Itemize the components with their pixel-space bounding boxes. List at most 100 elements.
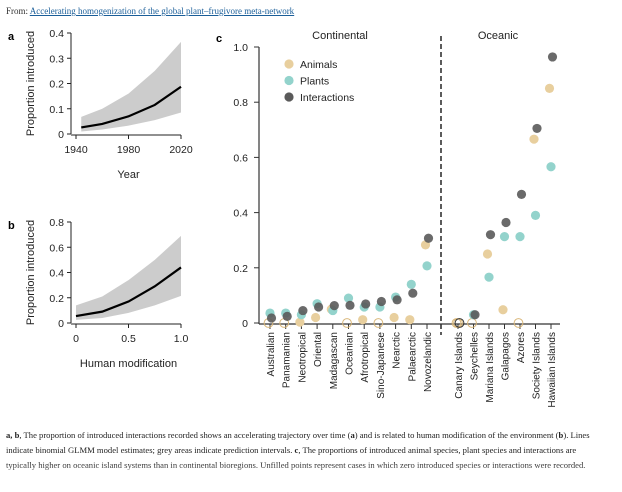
point-interactions — [361, 299, 371, 309]
category-label: Sino-Japanese — [376, 332, 387, 399]
y-tick-label: 0 — [58, 318, 64, 330]
group-title-continental: Continental — [312, 30, 368, 42]
legend-label-interactions: Interactions — [300, 92, 354, 104]
y-tick-label: 0.4 — [233, 208, 248, 220]
panel-label-c: c — [216, 33, 222, 45]
point-interactions — [376, 296, 386, 307]
panel-label-a: a — [8, 31, 15, 43]
prediction-interval — [81, 41, 181, 132]
group-title-oceanic: Oceanic — [478, 30, 519, 42]
point-animals — [358, 315, 368, 325]
y-axis-label: Proportion introduced — [25, 31, 37, 136]
model-estimate-line — [81, 85, 182, 129]
category-label: Panamanian — [282, 332, 293, 388]
y-tick-label: 0.2 — [233, 263, 248, 275]
source-line: From: Accelerating homogenization of the… — [6, 6, 294, 16]
x-axis-label: Year — [117, 169, 140, 181]
model-estimate-line — [75, 266, 182, 318]
point-animals — [529, 134, 539, 144]
category-label: Australian — [266, 332, 277, 376]
y-axis-label: Proportion introduced — [25, 220, 37, 325]
legend-marker-interactions — [284, 92, 294, 102]
figure: a 0 0.1 0.2 0.3 0.4 1940 1980 2020 Year Proportion… — [8, 28, 560, 408]
point-plants — [343, 293, 354, 303]
point-plants — [515, 232, 525, 242]
panel-label-b: b — [8, 220, 15, 232]
category-label: Society Islands — [532, 332, 543, 399]
category-label: Afrotropical — [360, 332, 371, 383]
y-tick-label: 1.0 — [233, 42, 248, 54]
caption-ref: a — [350, 430, 355, 440]
caption-ref: c — [294, 445, 299, 455]
x-tick-label: 0 — [73, 333, 79, 345]
from-label: From: — [6, 6, 29, 16]
point-interactions — [392, 295, 402, 305]
point-interactions — [329, 301, 339, 311]
point-interactions — [485, 230, 496, 240]
y-tick-label: 0.4 — [49, 268, 64, 280]
point-animals — [544, 83, 555, 93]
caption-ref: a, b — [6, 430, 20, 440]
point-plants — [530, 210, 541, 220]
point-plants — [499, 232, 510, 242]
y-tick-label: 0.4 — [49, 28, 64, 40]
y-tick-label: 0.2 — [49, 293, 64, 305]
category-label: Palaearctic — [407, 332, 418, 381]
point-interactions — [282, 311, 292, 321]
caption-text: ) and is related to human modification o… — [354, 430, 559, 440]
point-animals-unfilled — [467, 318, 477, 328]
x-tick-label: 1940 — [64, 144, 88, 156]
x-tick-label: 2020 — [169, 144, 193, 156]
prediction-interval — [76, 235, 181, 320]
y-tick-label: 0 — [58, 129, 64, 141]
caption-ref: b — [558, 430, 564, 440]
y-tick-label: 0.6 — [49, 242, 64, 254]
point-animals-unfilled — [373, 318, 384, 328]
category-label: Seychelles — [470, 332, 481, 380]
point-interactions — [298, 305, 308, 316]
point-animals — [482, 249, 493, 259]
point-interactions-unfilled — [454, 318, 465, 328]
point-animals-unfilled — [342, 318, 352, 328]
point-interactions — [345, 300, 355, 310]
point-animals-unfilled — [513, 318, 524, 328]
category-label: Canary Islands — [454, 332, 465, 399]
point-plants — [484, 272, 494, 282]
point-interactions — [314, 302, 324, 312]
point-plants — [406, 279, 416, 289]
y-tick-label: 0.1 — [49, 104, 64, 116]
point-plants — [422, 261, 432, 271]
point-animals — [295, 317, 305, 327]
y-tick-label: 0 — [242, 318, 248, 330]
category-label: Oriental — [313, 332, 324, 367]
category-label: Galapagos — [501, 332, 512, 380]
article-link[interactable]: Accelerating homogenization of the globa… — [29, 6, 295, 16]
caption-text: ). Lines indicate binomial GLMM model es… — [6, 430, 590, 455]
point-interactions — [501, 217, 511, 228]
x-tick-label: 1.0 — [174, 333, 189, 345]
point-interactions — [423, 233, 434, 243]
point-interactions — [532, 123, 542, 134]
category-label: Oceanian — [345, 332, 356, 375]
point-animals — [389, 312, 399, 323]
point-interactions — [408, 288, 418, 298]
category-label: Hawaiian Islands — [547, 332, 558, 408]
point-animals — [311, 312, 321, 323]
point-animals — [498, 305, 508, 315]
caption-text: , The proportion of introduced interacti… — [19, 430, 351, 440]
point-plants — [546, 162, 556, 172]
point-interactions — [516, 189, 527, 199]
legend-label-animals: Animals — [300, 59, 337, 71]
point-interactions — [547, 52, 558, 62]
point-interactions — [266, 313, 277, 323]
y-tick-label: 0.8 — [233, 97, 248, 109]
category-label: Neotropical — [297, 332, 308, 383]
y-tick-label: 0.3 — [49, 53, 64, 65]
legend-marker-plants — [284, 75, 294, 86]
legend-marker-animals — [284, 59, 294, 69]
category-label: Novozelandic — [423, 332, 434, 392]
x-tick-label: 1980 — [117, 144, 141, 156]
category-label: Madagascan — [329, 332, 340, 389]
y-tick-label: 0.6 — [233, 152, 248, 164]
x-tick-label: 0.5 — [121, 333, 136, 345]
